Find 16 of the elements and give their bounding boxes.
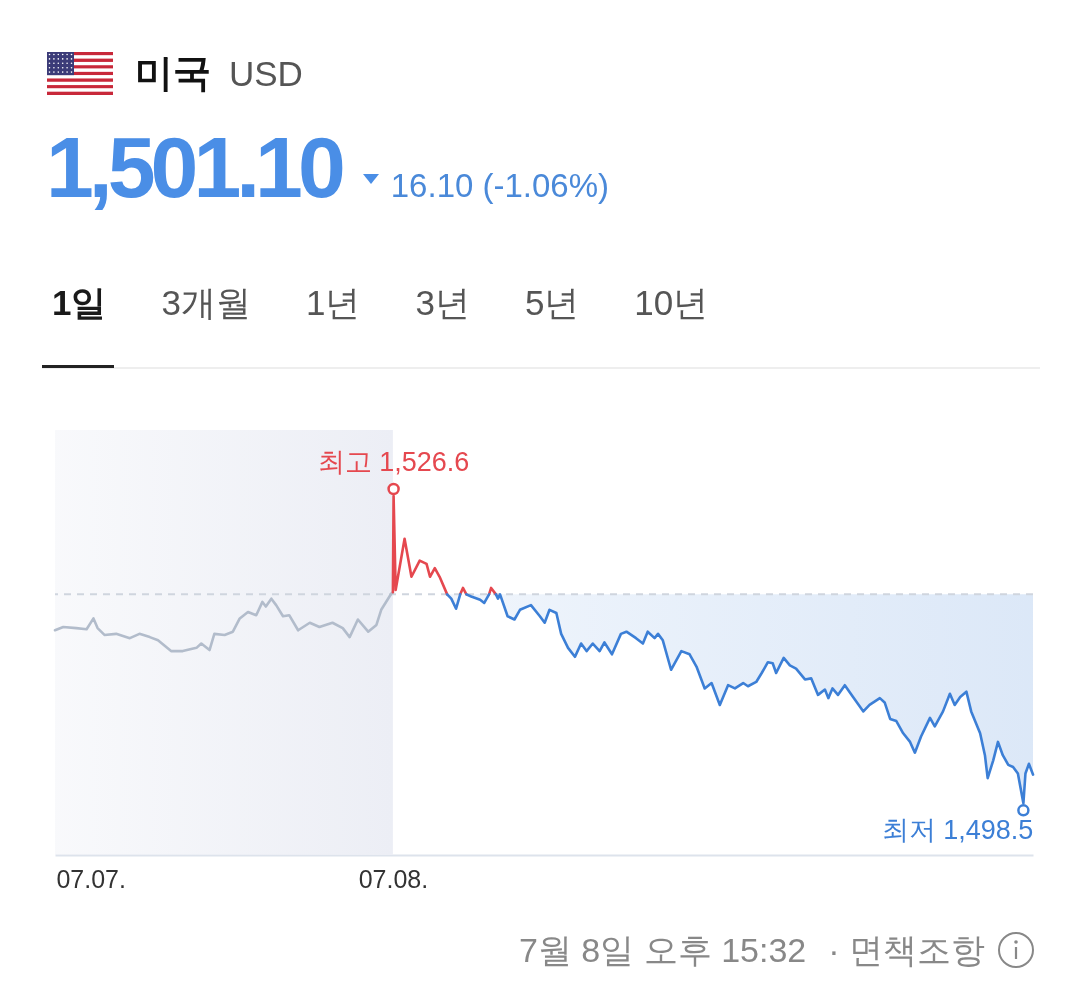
text: 7월 8일 오후 15:32 xyxy=(518,931,807,969)
text: 10년 xyxy=(634,283,709,322)
text: 16.10 (-1.06%) xyxy=(390,167,610,204)
x-tick-label: 07.07. xyxy=(56,864,126,893)
chart-subtitle: USD xyxy=(229,53,303,94)
text: 5년 xyxy=(524,283,580,322)
text: · 면책조항 xyxy=(828,931,985,969)
text: 1,501.10 xyxy=(46,119,341,215)
annotation: 최고 1,526.6 xyxy=(317,447,470,477)
text: 1년 xyxy=(305,283,361,322)
chart-title: 미국 xyxy=(135,51,211,96)
text: 1일 xyxy=(52,283,107,322)
x-tick-label: 07.08. xyxy=(358,864,429,893)
text: 3개월 xyxy=(161,283,251,322)
text: 3년 xyxy=(415,283,470,322)
annotation: 최저 1,498.5 xyxy=(881,815,1034,846)
